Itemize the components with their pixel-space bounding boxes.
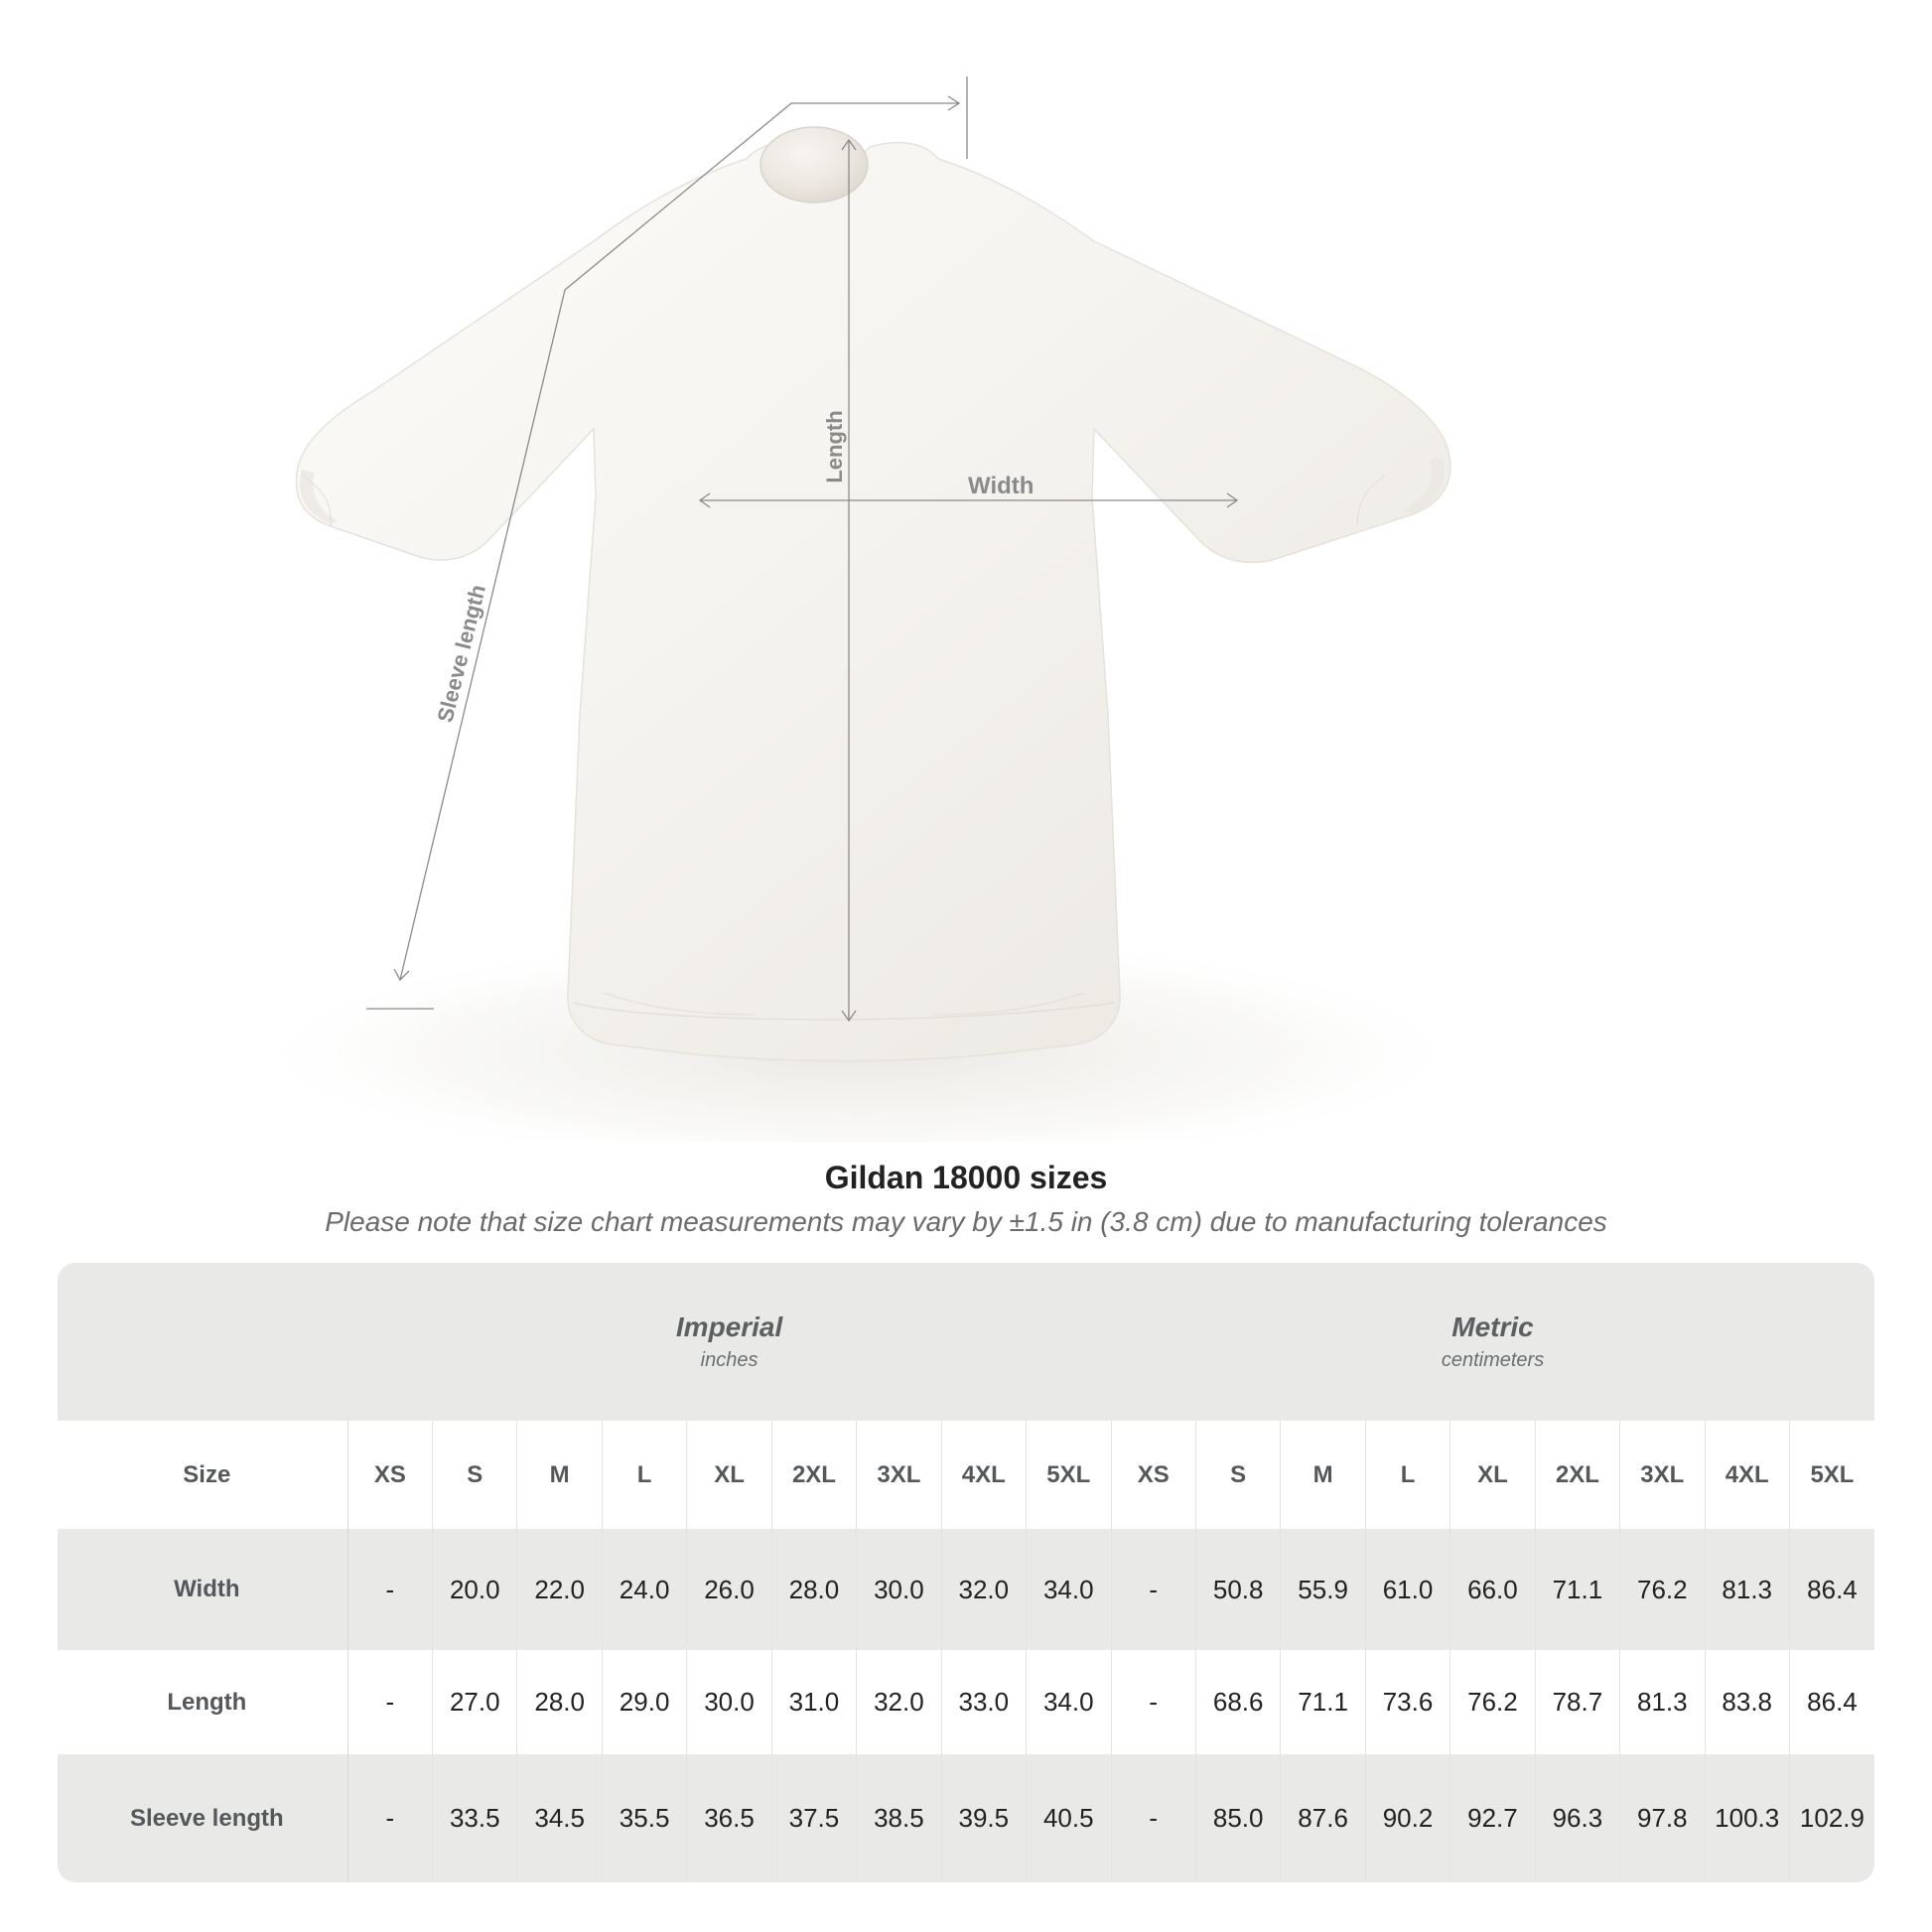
- svg-text:Width: Width: [968, 473, 1034, 499]
- svg-text:Length: Length: [822, 410, 847, 483]
- svg-text:Sleeve length: Sleeve length: [432, 582, 490, 725]
